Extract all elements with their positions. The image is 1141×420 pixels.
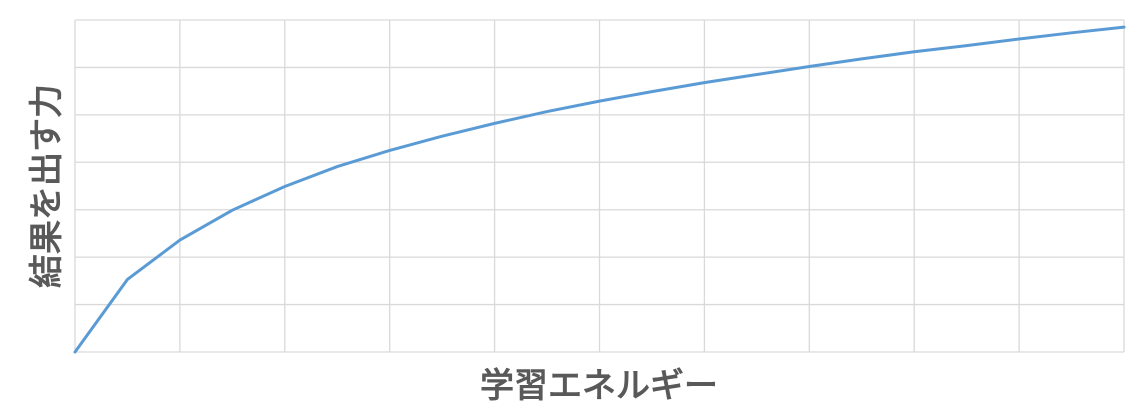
series-layer (73, 25, 1126, 354)
gridlines (74, 19, 1125, 353)
x-axis-title: 学習エネルギー (480, 366, 718, 406)
series-line (73, 25, 1126, 354)
y-axis-title: 結果を出す力 (27, 84, 67, 288)
